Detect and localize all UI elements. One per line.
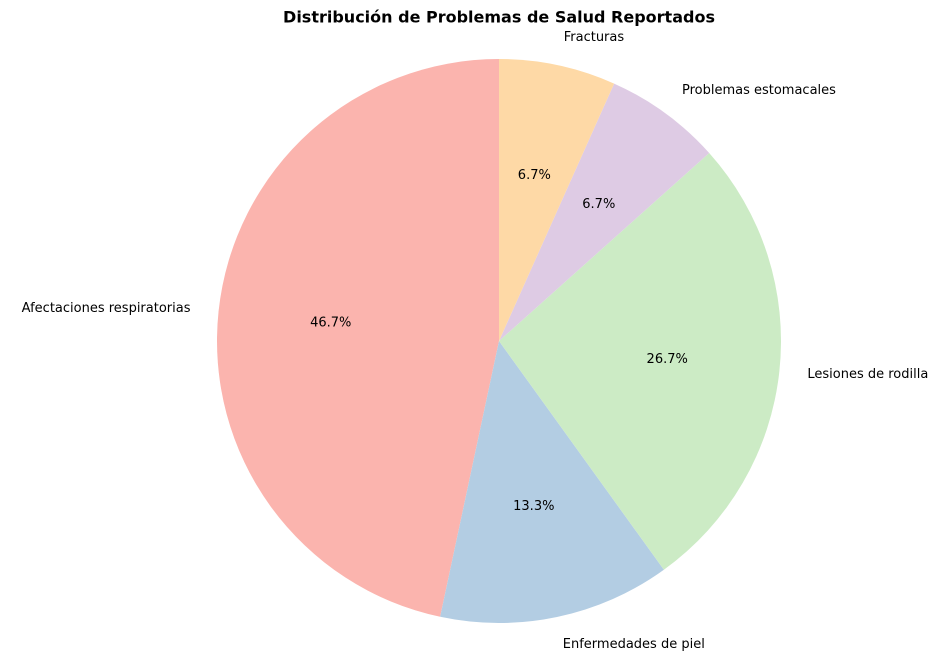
slice-label: Problemas estomacales (682, 83, 836, 98)
slice-label: Fracturas (564, 30, 625, 45)
slice-label: Lesiones de rodilla (807, 367, 928, 382)
value-label: 26.7% (647, 352, 688, 367)
pie-slice (499, 83, 710, 341)
value-label: 6.7% (582, 197, 615, 212)
slice-label: Enfermedades de piel (563, 637, 705, 652)
pie-slice (217, 59, 500, 617)
pie-slice (440, 341, 664, 623)
slice-label: Afectaciones respiratorias (22, 301, 191, 316)
chart-title: Distribución de Problemas de Salud Repor… (283, 8, 715, 27)
value-label: 6.7% (518, 168, 551, 183)
pie-slice (499, 59, 615, 341)
value-label: 46.7% (310, 316, 351, 331)
value-label: 13.3% (513, 499, 554, 514)
pie-slice (499, 153, 781, 570)
